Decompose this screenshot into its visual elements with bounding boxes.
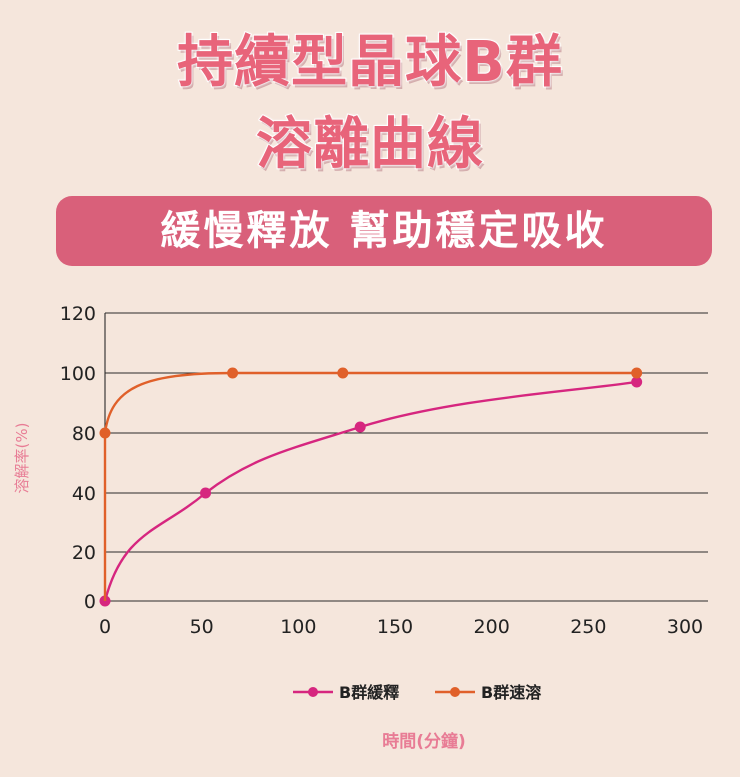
series-line-2	[103, 371, 637, 601]
x-tick-50: 50	[190, 616, 214, 638]
legend-marker-2	[450, 687, 460, 697]
data-point-2-2	[227, 367, 239, 379]
series-group	[99, 367, 643, 607]
y-tick-40: 40	[72, 483, 96, 505]
x-tick-100: 100	[280, 616, 316, 638]
x-tick-200: 200	[474, 616, 510, 638]
series-line-1	[103, 380, 637, 602]
y-tick-120: 120	[60, 303, 96, 325]
data-point-1-2	[200, 487, 212, 499]
x-tick-300: 300	[667, 616, 703, 638]
y-axis-label: 溶解率(%)	[13, 423, 31, 494]
grid-lines	[105, 312, 708, 602]
series-1	[99, 376, 643, 607]
x-tick-250: 250	[570, 616, 606, 638]
data-point-2-3	[337, 367, 349, 379]
x-axis-label: 時間(分鐘)	[382, 731, 466, 752]
x-tick-150: 150	[377, 616, 413, 638]
series-2	[99, 367, 643, 601]
legend-label-2: B群速溶	[481, 683, 541, 702]
legend-marker-1	[308, 687, 318, 697]
legend-item-1: B群緩釋	[293, 683, 399, 702]
data-point-2-4	[631, 367, 643, 379]
data-point-2-1	[99, 427, 111, 439]
legend-label-1: B群緩釋	[339, 683, 399, 702]
chart-title-line1: 持續型晶球B群	[176, 29, 563, 96]
legend: B群緩釋 B群速溶	[293, 683, 541, 702]
y-tick-0: 0	[84, 591, 96, 613]
y-tick-labels: 0 20 40 80 100 120	[60, 303, 96, 613]
x-tick-labels: 0 50 100 150 200 250 300	[99, 616, 703, 638]
y-tick-20: 20	[72, 542, 96, 564]
subtitle-banner: 緩慢釋放 幫助穩定吸收	[56, 196, 712, 266]
data-point-1-4	[631, 376, 643, 388]
data-point-1-3	[354, 421, 366, 433]
x-tick-0: 0	[99, 616, 111, 638]
y-tick-100: 100	[60, 363, 96, 385]
legend-item-2: B群速溶	[435, 683, 541, 702]
chart-title-line2: 溶離曲線	[255, 111, 484, 178]
y-tick-80: 80	[72, 423, 96, 445]
